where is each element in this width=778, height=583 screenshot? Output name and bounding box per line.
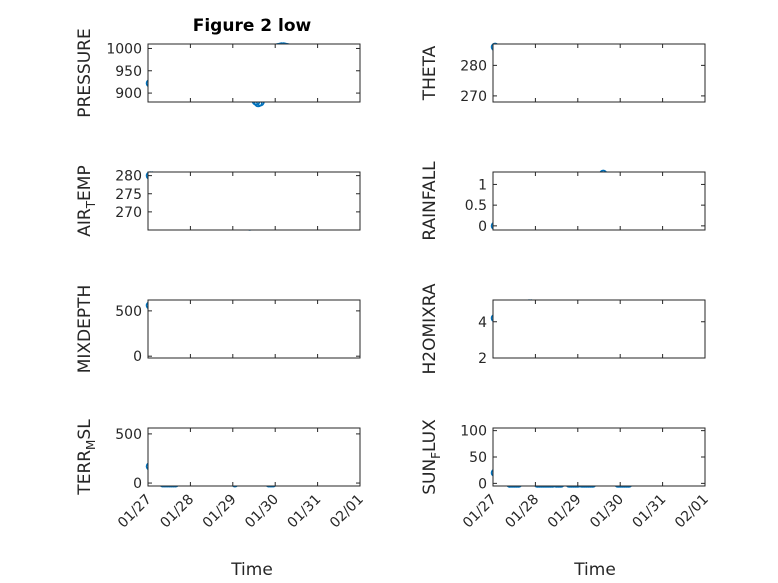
y-tick-label: 2 xyxy=(478,351,487,367)
y-tick-label: 950 xyxy=(115,64,142,80)
y-tick-label: 270 xyxy=(115,205,142,221)
y-tick-label: 4 xyxy=(478,315,487,331)
x-tick-label: 01/31 xyxy=(285,492,325,532)
x-axis-label-left: Time xyxy=(230,560,273,580)
x-tick-label: 01/30 xyxy=(242,492,282,532)
x-tick-label: 02/01 xyxy=(672,492,712,532)
subplot-0: 900 950 1000 PRESSURE xyxy=(75,28,361,118)
y-tick-label: 500 xyxy=(115,304,142,320)
y-tick-label: 0.5 xyxy=(465,198,487,214)
x-axis-label-right: Time xyxy=(573,560,616,580)
y-tick-label: 275 xyxy=(115,187,142,203)
y-tick-label: 0 xyxy=(133,349,142,365)
y-axis-label: AIRTEMP xyxy=(75,165,98,236)
axis-frame xyxy=(147,427,361,487)
y-axis-label: TERRMSL xyxy=(75,419,98,496)
subplot-3: 0 0.5 1 RAINFALL xyxy=(420,161,706,241)
x-tick-label: 01/29 xyxy=(200,492,240,532)
axis-frame xyxy=(147,43,361,103)
y-axis-label: RAINFALL xyxy=(420,161,440,241)
y-tick-label: 280 xyxy=(115,169,142,185)
y-tick-label: 50 xyxy=(469,450,487,466)
y-axis-label: SUNFLUX xyxy=(420,419,443,495)
subplot-1: 270 280 THETA xyxy=(420,42,706,105)
x-tick-label: 01/30 xyxy=(587,492,627,532)
x-tick-label: 01/31 xyxy=(630,492,670,532)
y-axis-label: MIXDEPTH xyxy=(75,285,95,374)
subplot-2: 270 275 280 AIRTEMP xyxy=(75,165,361,237)
y-tick-label: 1000 xyxy=(106,41,142,57)
axis-frame xyxy=(147,299,361,359)
y-tick-label: 0 xyxy=(478,219,487,235)
x-tick-label: 01/28 xyxy=(502,492,542,532)
subplot-5: 2 4 H2OMIXRA xyxy=(420,283,706,375)
y-axis-label: H2OMIXRA xyxy=(420,283,440,374)
y-tick-label: 280 xyxy=(460,58,487,74)
y-tick-label: 270 xyxy=(460,89,487,105)
subplot-6: 0 500 TERRMSL 01/27 01/28 01/29 01/30 01/31 02/0… xyxy=(75,419,367,532)
y-tick-label: 900 xyxy=(115,86,142,102)
axis-frame xyxy=(492,299,706,359)
y-axis-label: PRESSURE xyxy=(75,28,95,117)
axis-frame xyxy=(147,171,361,231)
figure-title: Figure 2 low xyxy=(193,16,312,36)
y-tick-label: 500 xyxy=(115,427,142,443)
x-tick-label: 01/27 xyxy=(460,492,500,532)
axis-frame xyxy=(492,171,706,231)
y-tick-label: 1 xyxy=(478,177,487,193)
y-axis-label: THETA xyxy=(420,45,440,101)
y-tick-label: 0 xyxy=(478,476,487,492)
x-tick-label: 01/28 xyxy=(157,492,197,532)
x-tick-label: 01/27 xyxy=(115,492,155,532)
axis-frame xyxy=(492,43,706,103)
y-tick-label: 100 xyxy=(460,424,487,440)
subplot-7: 0 50 100 SUNFLUX 01/27 01/28 01/29 01/30 01/31 02… xyxy=(420,419,712,532)
axis-frame xyxy=(492,427,706,487)
subplot-4: 0 500 MIXDEPTH xyxy=(75,285,361,374)
x-tick-label: 02/01 xyxy=(327,492,367,532)
y-tick-label: 0 xyxy=(133,476,142,492)
x-tick-label: 01/29 xyxy=(545,492,585,532)
